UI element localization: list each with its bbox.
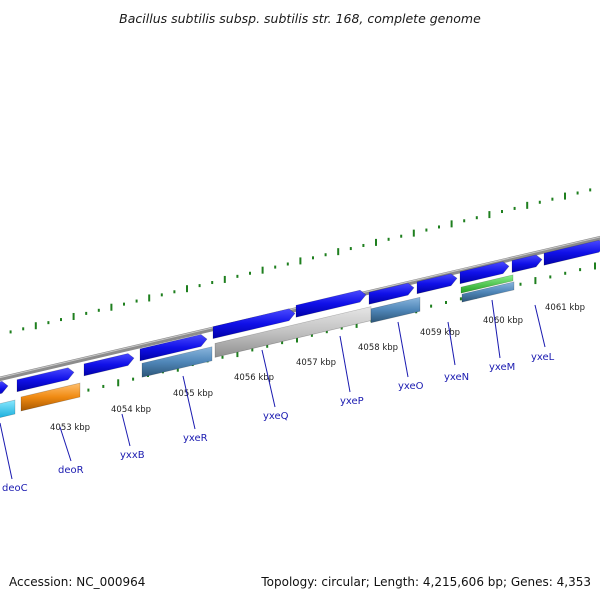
kbp-label: 4054 kbp	[111, 405, 151, 415]
kbp-label: 4060 kbp	[483, 316, 523, 326]
kbp-label: 4059 kbp	[420, 328, 460, 338]
kbp-label: 4056 kbp	[234, 373, 274, 383]
genome-summary-text: Topology: circular; Length: 4,215,606 bp…	[260, 575, 591, 589]
cds-arrow	[139, 334, 208, 362]
gene-label-yxeP: yxeP	[340, 396, 364, 407]
gene-label-deoC: deoC	[2, 483, 28, 494]
outer-tick-ring	[9, 188, 592, 334]
cds-arrow	[295, 289, 367, 318]
gene-label-yxeQ: yxeQ	[263, 411, 289, 422]
gene-leader-line	[534, 304, 546, 348]
gene-label-yxeM: yxeM	[489, 362, 515, 373]
gene-label-yxeL: yxeL	[531, 352, 555, 363]
cds-arrow	[83, 353, 135, 377]
kbp-label: 4057 kbp	[296, 358, 336, 368]
gene-leader-line	[261, 349, 276, 408]
gene-arrow-yxeM	[461, 281, 515, 303]
gene-arrow-yxeM-rna	[460, 274, 514, 294]
gene-leader-line	[397, 321, 409, 378]
gene-leader-line	[59, 426, 72, 462]
gene-arrow-yxeO	[370, 296, 421, 324]
cds-arrow	[368, 282, 415, 305]
gene-leader-line	[0, 422, 13, 480]
gene-labels: deoC deoR yxxB yxeR yxeQ yxeP yxeO yxeN yxeM yxeL	[0, 299, 555, 494]
gene-leader-line	[121, 413, 131, 447]
gene-leader-line	[339, 335, 351, 393]
cds-arrow	[416, 273, 458, 295]
kbp-label: 4053 kbp	[50, 423, 90, 433]
gene-label-yxeN: yxeN	[444, 372, 469, 383]
gene-leader-line	[491, 299, 501, 359]
gene-leader-line	[447, 321, 456, 366]
kbp-label: 4055 kbp	[173, 389, 213, 399]
gene-features	[0, 239, 600, 418]
map-title: Bacillus subtilis subsp. subtilis str. 1…	[119, 11, 481, 26]
accession-text: Accession: NC_000964	[9, 575, 145, 589]
gene-arrow-deoR	[20, 382, 81, 412]
cds-arrow	[459, 261, 510, 285]
gene-leader-line	[182, 375, 196, 430]
kbp-label: 4061 kbp	[545, 303, 585, 313]
gene-label-yxxB: yxxB	[120, 450, 145, 461]
gene-arrow-deoC	[0, 399, 16, 418]
gene-label-deoR: deoR	[58, 465, 84, 476]
kbp-label: 4058 kbp	[358, 343, 398, 353]
position-labels: 4053 kbp 4054 kbp 4055 kbp 4056 kbp 4057 kbp…	[50, 303, 585, 433]
cds-arrow	[212, 308, 296, 340]
gene-label-yxeO: yxeO	[398, 381, 424, 392]
cds-arrow	[0, 380, 9, 395]
cds-arrow	[511, 254, 543, 273]
gene-label-yxeR: yxeR	[183, 433, 208, 444]
gene-arrow-yxeR	[141, 346, 213, 378]
cds-arrow	[16, 367, 75, 393]
cds-arrow	[543, 239, 600, 266]
